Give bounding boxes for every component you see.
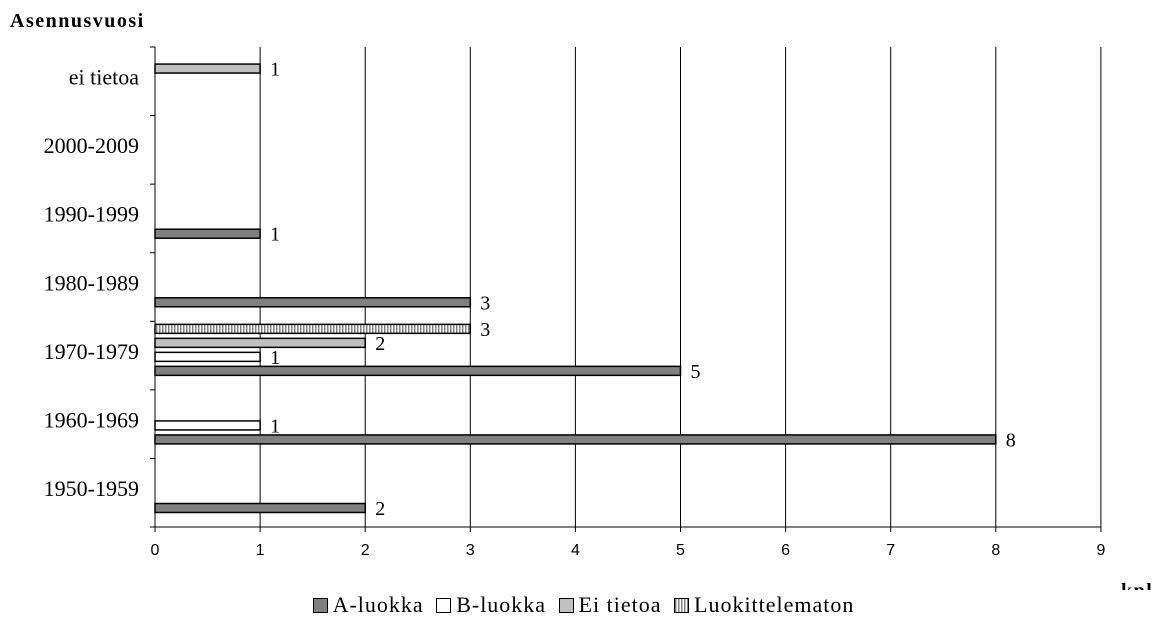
legend-swatch-ei-tietoa <box>558 598 574 613</box>
category-label-2000-2009: 2000-2009 <box>44 133 139 158</box>
bar-a-luokka-1960-1969 <box>154 434 997 445</box>
bar-b-luokka-1970-1979 <box>154 351 261 363</box>
legend: A-luokka B-luokka Ei tietoa Luokittelema… <box>0 592 1167 618</box>
data-label-luokittelematon-1970-1979: 3 <box>480 319 490 341</box>
y-axis-title: Asennusvuosi <box>10 10 145 32</box>
x-tick-label-8: 8 <box>991 542 1000 559</box>
category-label-ei-tietoa: ei tietoa <box>69 65 139 90</box>
category-label-1980-1989: 1980-1989 <box>44 270 139 295</box>
x-tick-label-0: 0 <box>151 542 160 559</box>
legend-swatch-a-luokka <box>312 598 328 613</box>
legend-item-luokittelematon: Luokittelematon <box>674 592 854 618</box>
x-tick-label-7: 7 <box>886 542 895 559</box>
legend-item-ei-tietoa: Ei tietoa <box>558 592 662 618</box>
data-label-ei-tietoa-1970-1979: 2 <box>375 333 385 355</box>
x-axis-title: kpl <box>1121 580 1153 590</box>
bar-ei-tietoa-ei-tietoa <box>154 63 261 74</box>
data-label-a-luokka-1990-1999: 1 <box>270 224 280 246</box>
bar-b-luokka-1960-1969 <box>154 420 261 431</box>
bar-a-luokka-1980-1989 <box>154 297 472 308</box>
bar-a-luokka-1990-1999 <box>154 228 261 239</box>
legend-swatch-luokittelematon <box>674 598 689 613</box>
category-label-1960-1969: 1960-1969 <box>44 407 139 432</box>
data-label-ei-tietoa-ei-tietoa: 1 <box>270 59 280 81</box>
data-label-b-luokka-1970-1979: 1 <box>270 347 280 369</box>
legend-item-a-luokka: A-luokka <box>312 592 424 618</box>
data-label-a-luokka-1950-1959: 2 <box>375 498 385 520</box>
x-tick-label-9: 9 <box>1096 542 1105 559</box>
bar-luokittelematon-1970-1979 <box>154 323 472 335</box>
category-label-1950-1959: 1950-1959 <box>44 476 139 501</box>
legend-swatch-b-luokka <box>436 598 452 613</box>
category-label-1970-1979: 1970-1979 <box>44 339 139 364</box>
x-tick-label-2: 2 <box>361 542 370 559</box>
data-label-a-luokka-1980-1989: 3 <box>480 292 490 314</box>
legend-label-luokittelematon: Luokittelematon <box>694 592 855 617</box>
x-tick-label-6: 6 <box>781 542 790 559</box>
x-tick-label-4: 4 <box>571 542 580 559</box>
legend-label-b-luokka: B-luokka <box>456 592 547 617</box>
bar-a-luokka-1950-1959 <box>154 502 366 514</box>
plot-area: 0 1 2 3 4 5 6 7 8 9 1950-1959 2 1960-1969 8 1 1970-1979… <box>44 46 1105 559</box>
legend-label-ei-tietoa: Ei tietoa <box>578 592 662 617</box>
data-label-b-luokka-1960-1969: 1 <box>270 415 280 437</box>
x-tick-label-3: 3 <box>466 542 475 559</box>
chart: Asennusvuosi kpl 0 1 2 3 4 5 6 7 8 9 1950-1959 2 196… <box>10 10 1153 590</box>
data-label-a-luokka-1970-1979: 5 <box>691 361 701 383</box>
legend-label-a-luokka: A-luokka <box>332 592 424 617</box>
data-label-a-luokka-1960-1969: 8 <box>1006 429 1016 451</box>
legend-item-b-luokka: B-luokka <box>436 592 546 618</box>
category-label-1990-1999: 1990-1999 <box>44 202 139 227</box>
bar-a-luokka-1970-1979 <box>154 365 682 377</box>
x-tick-label-1: 1 <box>256 542 265 559</box>
bar-ei-tietoa-1970-1979 <box>154 337 366 349</box>
x-tick-label-5: 5 <box>676 542 685 559</box>
